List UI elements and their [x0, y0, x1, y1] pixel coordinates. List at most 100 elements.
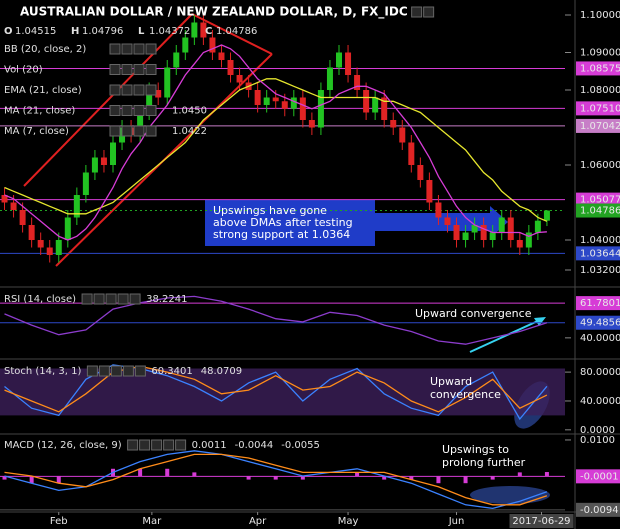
y-tick-label: 1.09000 [580, 48, 620, 59]
candle-body [55, 240, 62, 255]
toolbar-icon [411, 6, 423, 18]
candle-body [272, 97, 279, 102]
level-box [576, 118, 620, 133]
candle-body [516, 240, 523, 248]
candle-body [408, 142, 415, 165]
x-tick-label: May [338, 516, 359, 527]
annotation: above DMAs after testing [213, 216, 353, 229]
level-label: 1.08575 [580, 63, 620, 74]
level-label: 1.03644 [580, 248, 620, 259]
ohlc-label: O [4, 26, 13, 37]
legend-label: Vol (20) [4, 65, 43, 76]
candle-body [426, 180, 433, 203]
level-box [576, 502, 620, 517]
histogram-bar [517, 472, 522, 476]
toolbar-icon [423, 6, 435, 18]
ma-line [4, 78, 548, 222]
macd-line [4, 450, 548, 510]
candle-body [191, 22, 198, 38]
level-box [576, 469, 620, 484]
level-label: -0.0001 [580, 471, 619, 482]
y-tick-label: 1.03200 [580, 265, 620, 276]
candle-body [281, 101, 288, 109]
arrow-head [534, 317, 546, 326]
annotation: strong support at 1.0364 [213, 228, 350, 241]
x-tick-label: Mar [142, 516, 162, 527]
panel-value: -0.0055 [281, 440, 320, 451]
legend-label: BB (20, close, 2) [4, 44, 86, 55]
candle-body [82, 172, 89, 195]
toolbar-icon [133, 84, 145, 96]
annotation: Upswings to [442, 443, 509, 456]
level-box [576, 246, 620, 261]
toolbar-icon [133, 125, 145, 137]
toolbar-icon [145, 43, 157, 55]
toolbar-icon [127, 439, 139, 451]
histogram-bar [246, 475, 251, 480]
level-box [576, 101, 620, 116]
candle-body [1, 195, 8, 203]
chart-title: AUSTRALIAN DOLLAR / NEW ZEALAND DOLLAR, … [20, 5, 408, 20]
macd-line [4, 453, 548, 506]
ohlc-label: H [71, 26, 79, 37]
candle-body [435, 202, 442, 218]
histogram-bar [300, 475, 305, 480]
highlight [470, 486, 550, 504]
candle-body [480, 225, 487, 240]
y-tick-label: 40.0000 [580, 333, 620, 344]
toolbar-icon [110, 365, 122, 377]
panel-value: 48.0709 [201, 366, 242, 377]
toolbar-icon [133, 64, 145, 75]
x-tick-label: 2017-06-29 [512, 516, 570, 527]
candle-body [227, 60, 234, 75]
y-tick-label: 0.0000 [580, 425, 615, 436]
annotation: convergence [430, 388, 501, 401]
toolbar-icon [81, 293, 93, 305]
candle-body [363, 90, 370, 113]
candle-body [100, 157, 107, 165]
candle-body [73, 195, 80, 218]
candle-body [19, 210, 26, 225]
histogram-bar [273, 475, 278, 480]
candle-body [173, 52, 180, 68]
histogram-bar [83, 475, 88, 477]
candle-body [155, 90, 162, 98]
histogram-bar [463, 475, 468, 484]
toolbar-icon [86, 365, 98, 377]
toolbar-icon [129, 293, 141, 305]
arrow [469, 319, 541, 353]
level-label: 1.04786 [580, 206, 620, 217]
level-label: 1.05077 [580, 195, 620, 206]
histogram-bar [409, 475, 414, 480]
panel-title: MACD (12, 26, close, 9) [4, 440, 122, 451]
toolbar-icon [109, 125, 121, 137]
histogram-bar [192, 472, 197, 476]
toolbar-icon [121, 64, 133, 75]
candle-body [200, 22, 207, 38]
histogram-bar [219, 475, 224, 477]
toolbar-icon [105, 293, 117, 305]
annotation: Upswings have gone [213, 204, 327, 217]
date-box [509, 514, 574, 528]
candle-body [110, 142, 116, 165]
candle-body [336, 52, 342, 68]
annotation: Upward [430, 375, 472, 388]
x-tick-label: Jun [448, 516, 465, 527]
ohlc-value: 1.04796 [82, 26, 123, 37]
candle-body [137, 112, 144, 135]
ohlc-value: 1.04515 [15, 26, 56, 37]
toolbar-icon [121, 43, 133, 55]
candle-body [390, 120, 397, 128]
candle-body [372, 97, 379, 113]
histogram-bar [544, 472, 549, 476]
histogram-bar [490, 475, 495, 480]
candle-body [182, 37, 189, 53]
toolbar-icon [163, 439, 175, 451]
y-tick-label: 0.0100 [580, 435, 615, 446]
ohlc-value: 1.04786 [216, 26, 257, 37]
candle-body [236, 75, 243, 83]
candle-body [64, 217, 71, 240]
candle-body [381, 97, 388, 120]
